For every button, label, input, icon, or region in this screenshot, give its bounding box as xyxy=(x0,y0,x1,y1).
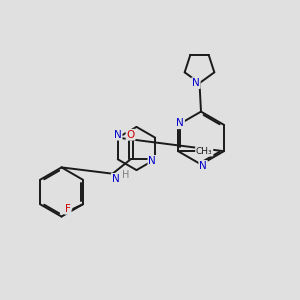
Text: N: N xyxy=(199,161,207,171)
Text: N: N xyxy=(176,118,184,128)
Text: N: N xyxy=(148,156,156,166)
Text: F: F xyxy=(65,204,71,214)
Text: H: H xyxy=(122,170,129,180)
Text: N: N xyxy=(114,130,122,140)
Text: CH₃: CH₃ xyxy=(196,147,212,156)
Text: O: O xyxy=(127,130,135,140)
Text: N: N xyxy=(192,78,200,88)
Text: N: N xyxy=(112,174,119,184)
